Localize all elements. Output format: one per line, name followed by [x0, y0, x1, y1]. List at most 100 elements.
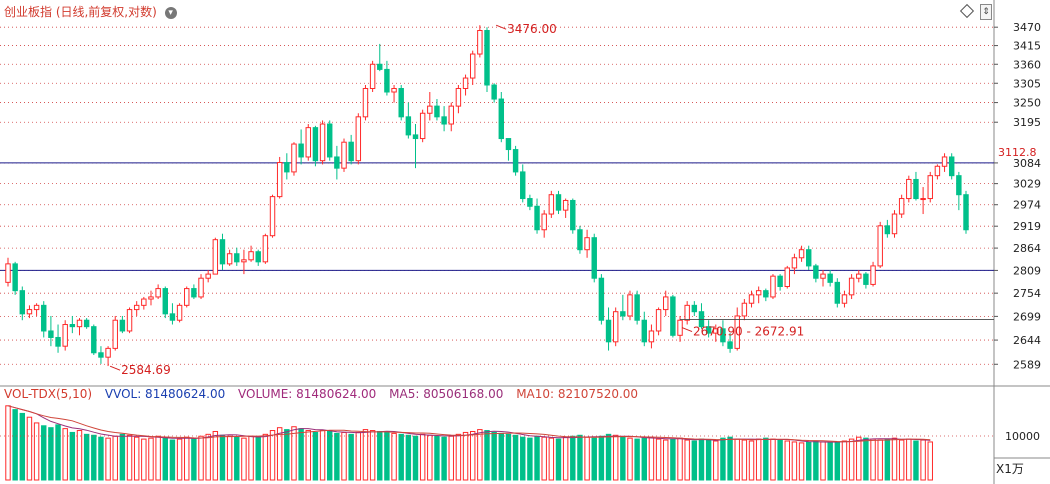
- chart-title: 创业板指 (日线,前复权,对数) ▾: [4, 3, 177, 20]
- candle-body: [598, 277, 605, 321]
- candle-body: [820, 273, 826, 279]
- candle-body: [791, 257, 798, 269]
- ma10-line: [7, 405, 931, 443]
- candle-body: [934, 165, 941, 177]
- volume-bar: [141, 438, 147, 481]
- volume-bar: [469, 430, 476, 481]
- volume-bar: [405, 434, 412, 481]
- volume-bar: [906, 438, 912, 481]
- volume-bar: [348, 433, 354, 481]
- candle-body: [498, 98, 505, 140]
- volume-bar: [19, 412, 26, 481]
- ma10-label: MA10: 82107520.00: [516, 387, 639, 401]
- annotation-arrow: [495, 24, 507, 30]
- candle-body: [241, 259, 247, 263]
- volume-bar: [620, 436, 626, 481]
- volume-bar: [234, 436, 240, 481]
- volume-bar: [698, 438, 705, 481]
- volume-bar: [877, 439, 883, 481]
- volume-bar: [341, 431, 347, 481]
- candle-body: [748, 294, 755, 304]
- candle-body: [19, 290, 26, 315]
- candle-body: [205, 273, 211, 279]
- candle-body: [655, 309, 662, 332]
- volume-bar: [598, 435, 605, 481]
- volume-bar: [827, 442, 833, 481]
- candle-body: [891, 213, 898, 235]
- candle-body: [162, 288, 168, 315]
- candle-body: [198, 277, 204, 298]
- volume-bar: [55, 424, 61, 481]
- candle-body: [248, 251, 254, 261]
- volume-bar: [62, 428, 68, 481]
- current-price-label: 3112.8: [998, 146, 1037, 159]
- candle-body: [734, 315, 740, 349]
- volume-bar: [441, 436, 447, 481]
- volume-bar: [26, 416, 33, 481]
- volume-bar: [927, 441, 933, 481]
- chevron-down-icon[interactable]: ▾: [164, 6, 177, 19]
- volume-bar: [226, 435, 233, 481]
- candle-body: [641, 319, 647, 343]
- volume-bar: [148, 437, 154, 481]
- volume-bar: [98, 436, 104, 481]
- candle-body: [219, 239, 226, 265]
- candle-body: [784, 267, 790, 287]
- volume-bar: [126, 434, 133, 481]
- volume-bar: [427, 434, 433, 481]
- candle-body: [448, 105, 454, 125]
- candle-body: [212, 239, 219, 275]
- annotation-arrow: [681, 327, 693, 333]
- candle-body: [562, 199, 569, 211]
- candle-body: [126, 309, 133, 332]
- candle-body: [848, 277, 855, 296]
- volume-bar: [755, 438, 762, 481]
- y-tick-label: 3305: [1013, 77, 1041, 90]
- volume-bar: [369, 430, 376, 481]
- volume-bar: [898, 439, 905, 481]
- scroll-icon[interactable]: ⇕: [980, 4, 992, 20]
- candle-body: [427, 105, 433, 114]
- volume-bar: [176, 438, 183, 481]
- volume-bar: [655, 438, 662, 481]
- y-tick-label: 3250: [1013, 97, 1041, 110]
- volume-bar: [219, 434, 226, 481]
- candle-body: [570, 199, 576, 231]
- candle-body: [505, 138, 512, 151]
- volume-bar: [663, 439, 669, 481]
- candle-body: [91, 326, 97, 354]
- y-tick-label: 2644: [1013, 334, 1041, 347]
- volume-bar: [12, 409, 18, 481]
- candle-body: [755, 290, 762, 296]
- volume-bar: [520, 436, 526, 481]
- volume-bar: [327, 430, 333, 481]
- candle-body: [827, 273, 833, 283]
- candle-body: [870, 265, 876, 285]
- annotation-arrow: [109, 365, 121, 371]
- volume-bar: [591, 437, 597, 481]
- volume-bar: [806, 441, 812, 481]
- candle-body: [319, 123, 326, 162]
- volume-bar: [641, 437, 647, 481]
- candle-body: [648, 330, 655, 343]
- volume-bar: [284, 429, 290, 481]
- volume-tick-label: 10000: [1005, 430, 1040, 443]
- volume-bar: [713, 440, 719, 481]
- candle-body: [305, 127, 311, 158]
- volume-bar: [119, 433, 126, 481]
- candle-body: [355, 116, 362, 162]
- candle-body: [577, 229, 583, 251]
- annotation-label: 3476.00: [507, 22, 557, 36]
- volume-bar: [813, 440, 819, 481]
- volume-bar: [384, 431, 390, 481]
- candle-body: [55, 336, 61, 347]
- candle-body: [341, 141, 347, 169]
- volume-bar: [334, 432, 340, 481]
- candle-body: [920, 198, 926, 201]
- volume-indicator-name[interactable]: VOL-TDX(5,10): [4, 387, 93, 401]
- candle-body: [913, 178, 919, 200]
- candle-body: [291, 143, 297, 173]
- candle-body: [76, 319, 83, 328]
- volume-bar: [76, 430, 83, 481]
